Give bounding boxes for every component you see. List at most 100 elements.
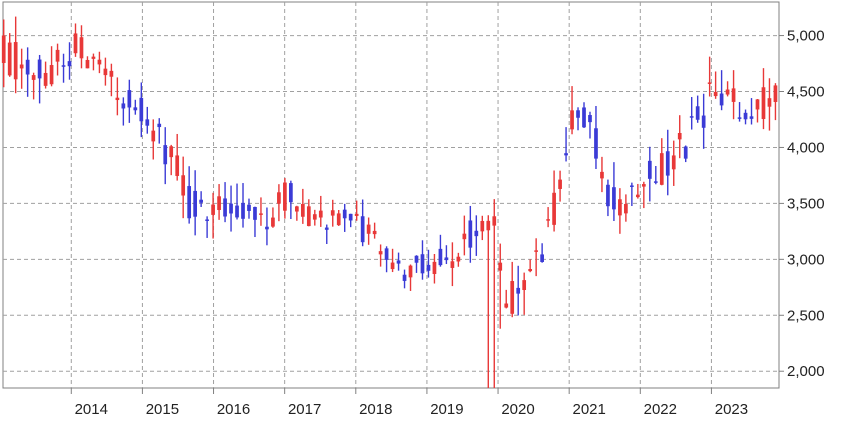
candle-body [360, 216, 365, 243]
x-tick-label: 2018 [359, 401, 392, 418]
candle-body [73, 33, 78, 54]
candle-body [378, 251, 383, 255]
candle-body [540, 254, 544, 263]
candle-body [181, 175, 186, 196]
candle-body [85, 59, 90, 69]
candle-body [193, 190, 198, 217]
candle-body [689, 116, 694, 118]
candle-body [510, 281, 515, 314]
x-tick-label: 2019 [430, 401, 463, 418]
candle-body [677, 133, 682, 140]
candle-body [175, 155, 180, 176]
candle-body [635, 194, 640, 198]
candle-body [289, 183, 293, 203]
candle-body [534, 250, 539, 252]
candle-body [546, 219, 550, 221]
candle-body [157, 123, 162, 128]
candle-body [492, 216, 497, 226]
candle-body [612, 187, 616, 210]
candle-body [671, 155, 676, 170]
y-tick-label: 4,000 [787, 139, 825, 156]
candle-body [737, 117, 742, 119]
plot-border [2, 1, 780, 389]
candle-body [426, 264, 431, 271]
candle-body [384, 248, 389, 260]
candle-body [558, 179, 562, 189]
candle-body [55, 49, 60, 62]
candle-body [402, 274, 407, 281]
candle-body [205, 219, 209, 221]
candle-body [695, 106, 700, 120]
candle-body [713, 91, 718, 97]
candle-body [25, 59, 30, 75]
candle-body [336, 213, 341, 226]
candle-body [618, 199, 622, 216]
candle-body [653, 181, 658, 183]
candle-body [420, 254, 425, 274]
candle-body [438, 248, 443, 266]
x-tick-label: 2022 [644, 401, 677, 418]
candle-body [767, 98, 772, 107]
candle-body [390, 262, 395, 270]
candle-body [19, 64, 24, 69]
candle-body [480, 220, 485, 232]
candle-body [444, 257, 449, 261]
y-tick-label: 2,000 [787, 363, 825, 380]
x-tick-label: 2021 [572, 401, 605, 418]
candle-body [719, 93, 724, 106]
candle-body [414, 255, 419, 263]
candle-body [151, 130, 156, 142]
candle-body [235, 205, 239, 218]
candle-body [647, 160, 652, 179]
candle-body [366, 224, 371, 234]
candle-body [755, 99, 760, 110]
candle-body [665, 151, 670, 176]
candle-body [522, 280, 527, 291]
candle-body [187, 186, 192, 219]
candle-body [49, 65, 54, 85]
candle-body [31, 75, 36, 80]
y-tick-label: 4,500 [787, 84, 825, 101]
candle-body [659, 153, 664, 185]
candle-body [103, 68, 108, 76]
candle-body [265, 226, 269, 230]
candle-body [324, 227, 329, 230]
candle-body [199, 199, 203, 203]
candle-body [223, 198, 227, 217]
candle-body [277, 192, 281, 204]
candle-body [773, 85, 778, 102]
candle-body [342, 209, 347, 219]
x-tick-label: 2015 [146, 401, 179, 418]
candle-body [725, 89, 730, 95]
candle-body [43, 72, 48, 86]
y-tick-label: 3,500 [787, 195, 825, 212]
candle-body [630, 185, 634, 187]
candle-body [701, 115, 706, 128]
candle-body [528, 268, 533, 272]
y-tick-label: 2,500 [787, 307, 825, 324]
candle-body [474, 230, 479, 237]
candle-body [600, 171, 604, 179]
candle-body [306, 206, 311, 227]
candle-body [247, 204, 251, 211]
candle-body [300, 203, 305, 217]
candle-body [749, 116, 754, 119]
candle-body [229, 203, 233, 214]
candle-body [743, 112, 748, 120]
candle-body [348, 213, 353, 221]
candle-body [516, 287, 521, 294]
candle-body [641, 184, 646, 187]
candle-body [462, 233, 467, 240]
candle-body [169, 146, 174, 158]
candle-body [486, 220, 491, 231]
candle-body [761, 87, 766, 120]
candle-body [372, 230, 377, 235]
candle-layer [1, 16, 778, 388]
candle-body [396, 260, 401, 264]
candle-body [408, 265, 413, 278]
candle-body [468, 220, 473, 248]
candle-body [283, 182, 287, 211]
candle-body [127, 90, 132, 108]
candle-body [294, 206, 299, 212]
